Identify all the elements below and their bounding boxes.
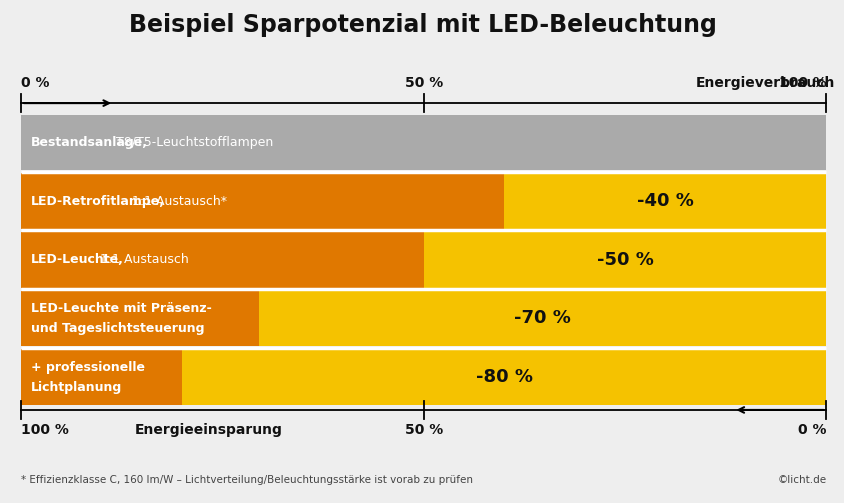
Bar [21, 115, 825, 171]
Text: -70 %: -70 % [513, 309, 571, 327]
Bar [258, 291, 825, 346]
Text: 1:1 Austausch: 1:1 Austausch [96, 254, 188, 266]
Text: LED-Leuchte mit Präsenz-: LED-Leuchte mit Präsenz- [31, 302, 212, 315]
Text: LED-Retrofitlampe,: LED-Retrofitlampe, [31, 195, 165, 208]
Text: 50 %: 50 % [404, 76, 442, 90]
Bar [182, 349, 825, 405]
Text: 0 %: 0 % [797, 423, 825, 437]
Text: Bestandsanlage,: Bestandsanlage, [31, 136, 148, 149]
Text: 1:1 Austausch*: 1:1 Austausch* [128, 195, 227, 208]
Bar [504, 174, 825, 229]
Text: Energieeinsparung: Energieeinsparung [135, 423, 283, 437]
Text: Energieverbrauch: Energieverbrauch [695, 76, 834, 90]
Text: Beispiel Sparpotenzial mit LED-Beleuchtung: Beispiel Sparpotenzial mit LED-Beleuchtu… [128, 13, 716, 37]
Text: und Tageslichtsteuerung: und Tageslichtsteuerung [31, 322, 204, 335]
Text: -40 %: -40 % [636, 192, 693, 210]
Bar [21, 174, 504, 229]
Text: -50 %: -50 % [596, 251, 652, 269]
Text: 0 %: 0 % [21, 76, 50, 90]
Text: T8/T5-Leuchtstofflampen: T8/T5-Leuchtstofflampen [112, 136, 273, 149]
Bar [21, 349, 182, 405]
Bar [423, 232, 825, 288]
Text: -80 %: -80 % [475, 368, 533, 386]
Text: LED-Leuchte,: LED-Leuchte, [31, 254, 124, 266]
Text: 100 %: 100 % [21, 423, 69, 437]
Text: ©licht.de: ©licht.de [776, 475, 825, 485]
Text: 50 %: 50 % [404, 423, 442, 437]
Text: Lichtplanung: Lichtplanung [31, 381, 122, 394]
Bar [21, 232, 423, 288]
Bar [21, 291, 258, 346]
Text: + professionelle: + professionelle [31, 361, 145, 374]
Text: 100 %: 100 % [777, 76, 825, 90]
Text: * Effizienzklasse C, 160 lm/W – Lichtverteilung/Beleuchtungsstärke ist vorab zu : * Effizienzklasse C, 160 lm/W – Lichtver… [21, 475, 473, 485]
